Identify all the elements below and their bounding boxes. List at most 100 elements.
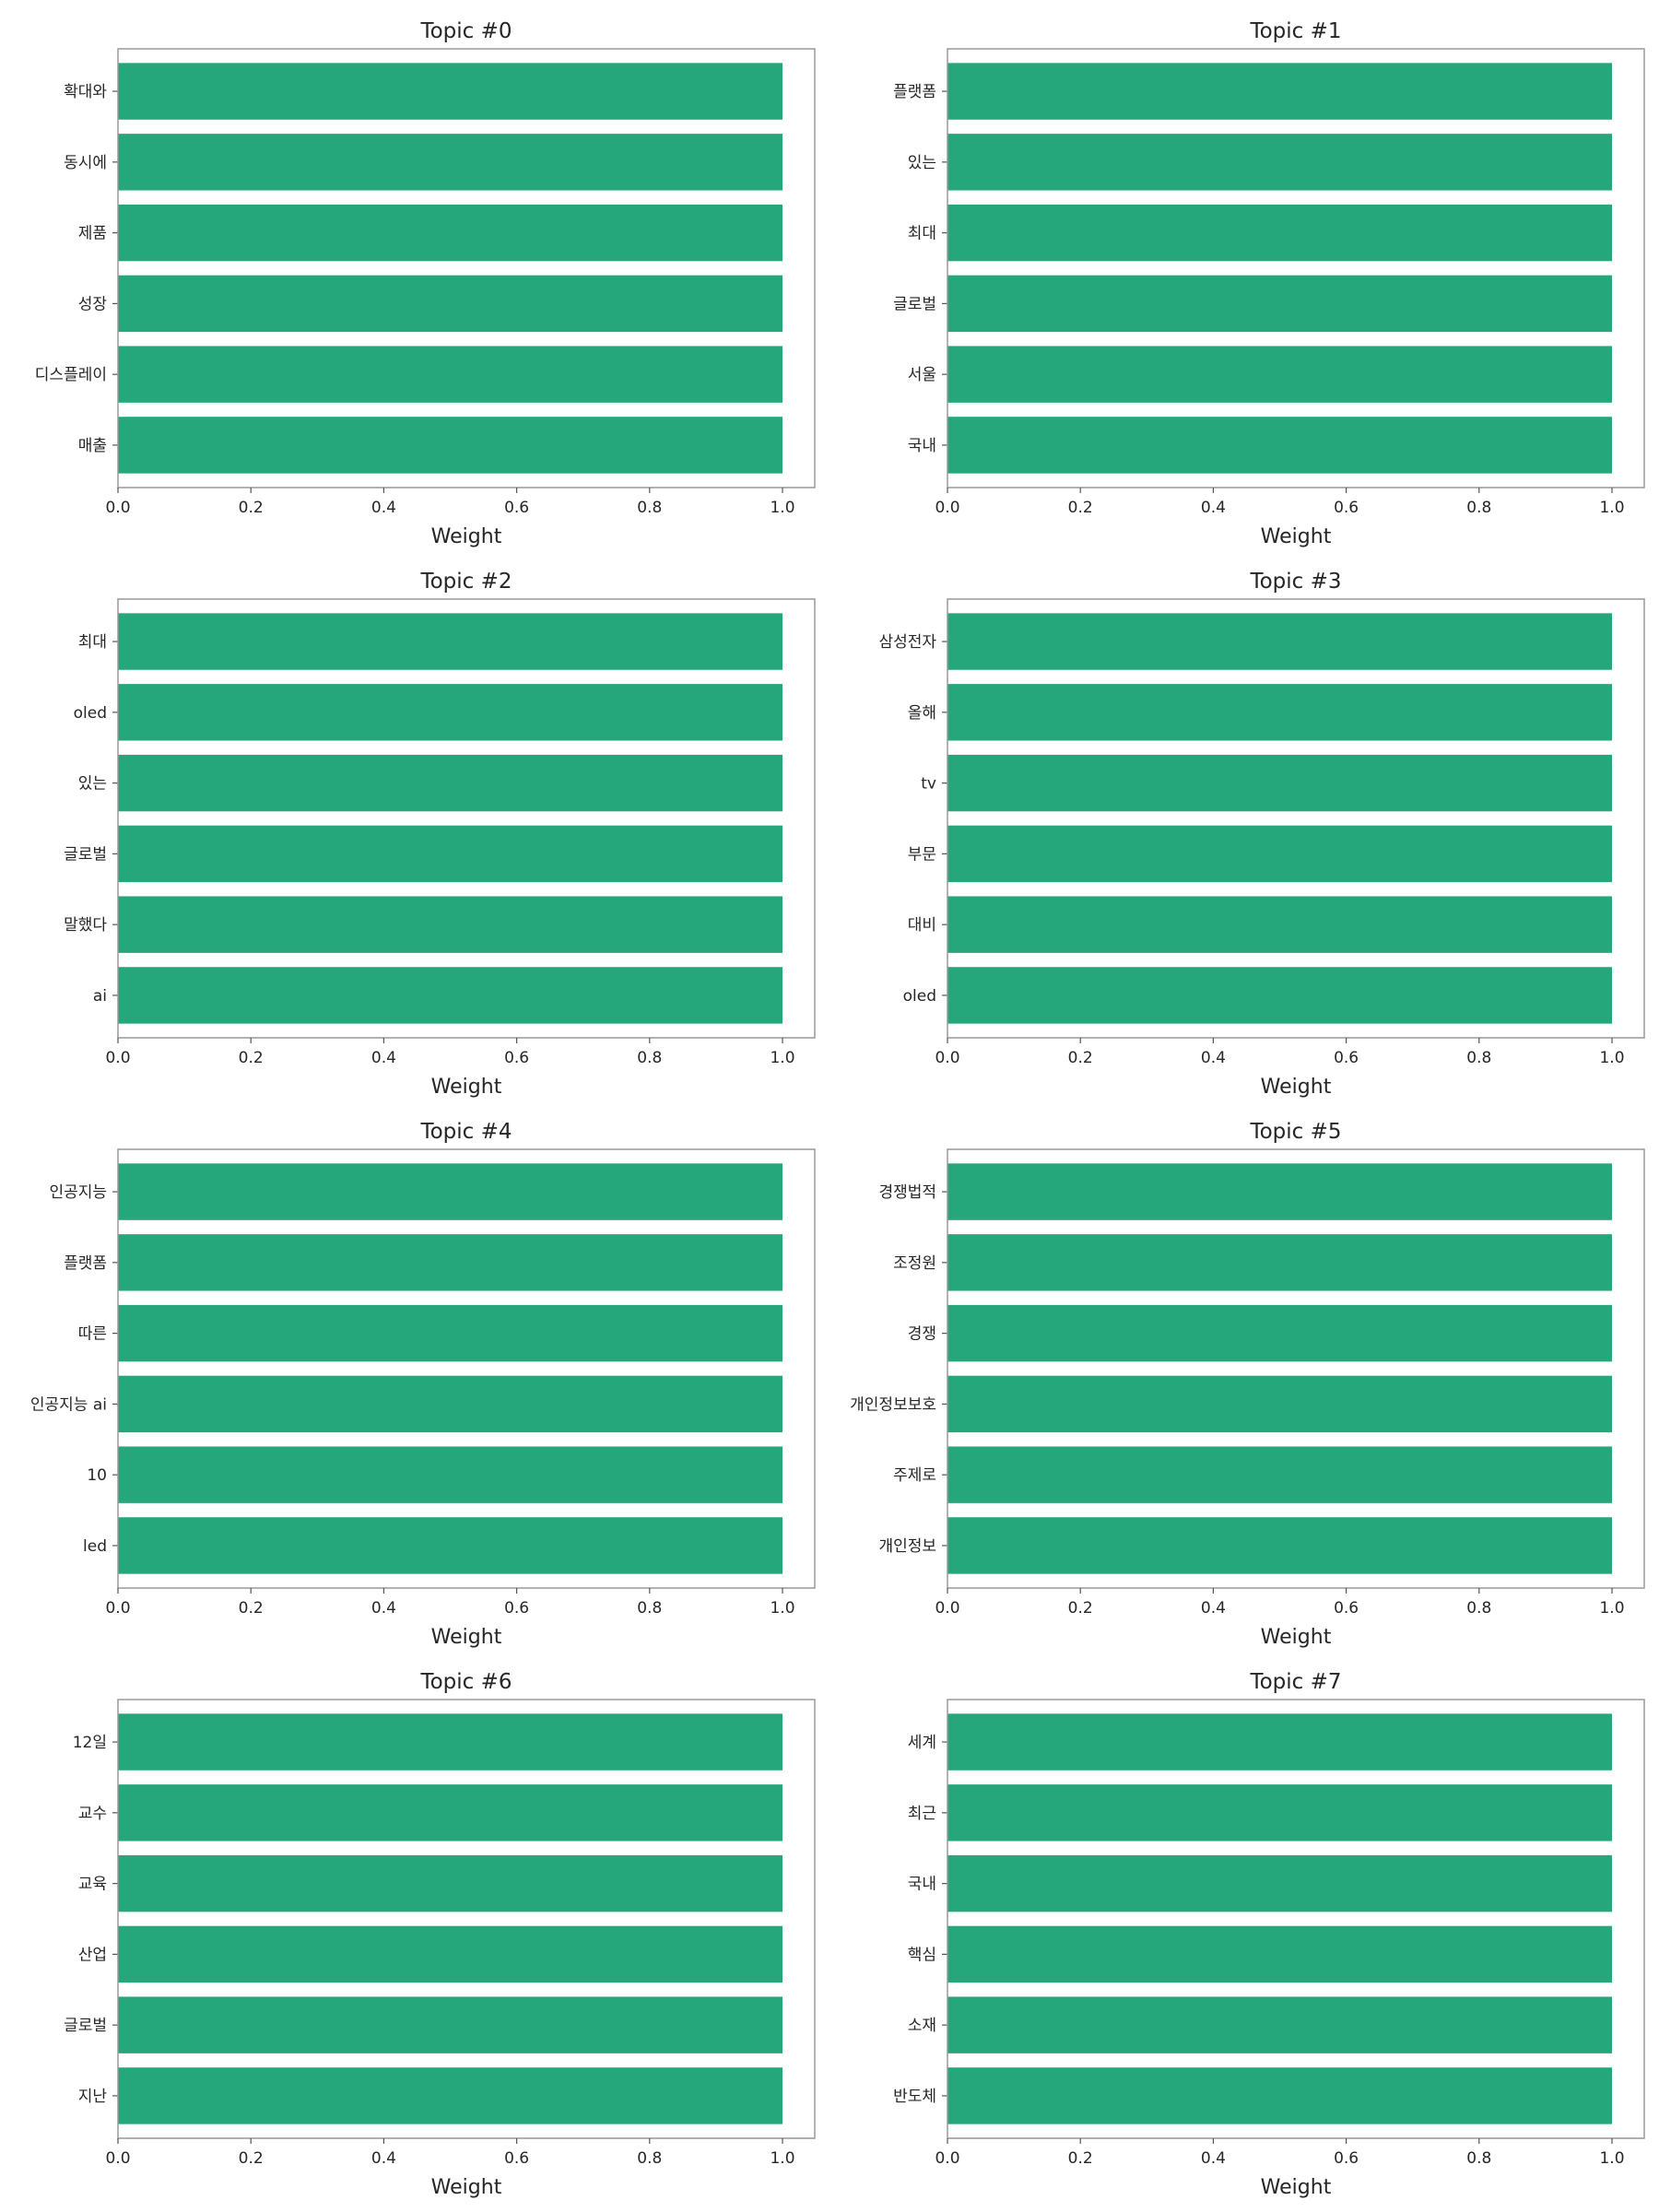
x-tick-label: 0.0 (105, 499, 130, 517)
y-tick-label: 국내 (908, 1876, 936, 1894)
chart-title: Topic #7 (1249, 1670, 1341, 1694)
y-tick-label: 최대 (908, 225, 936, 243)
x-tick-label: 0.4 (371, 1599, 396, 1618)
bar (118, 1163, 782, 1220)
chart-title: Topic #5 (1249, 1120, 1341, 1144)
x-tick-label: 0.6 (504, 1599, 529, 1618)
y-tick-label: oled (74, 704, 107, 723)
bar (118, 1375, 782, 1433)
y-tick-label: 올해 (908, 704, 936, 723)
bar (947, 754, 1612, 812)
y-tick-label: 플랫폼 (64, 1254, 107, 1273)
bar (118, 1517, 782, 1574)
y-tick-label: 디스플레이 (35, 366, 107, 384)
axes-frame (947, 1699, 1645, 2139)
y-tick-label: 매출 (78, 437, 107, 455)
bar (947, 275, 1612, 333)
x-tick-label: 1.0 (1599, 1049, 1624, 1067)
x-tick-label: 0.4 (371, 1049, 396, 1067)
axes-frame (947, 598, 1645, 1039)
y-tick-label: 글로벌 (893, 295, 936, 313)
bar (118, 134, 782, 191)
bar (947, 346, 1612, 403)
bar (947, 1234, 1612, 1291)
x-axis-label: Weight (1261, 2176, 1332, 2199)
bar (118, 1854, 782, 1912)
x-axis-label: Weight (431, 525, 502, 548)
x-tick-label: 0.4 (1201, 499, 1226, 517)
bar (947, 1304, 1612, 1362)
bar (947, 825, 1612, 883)
x-tick-label: 1.0 (770, 2149, 794, 2168)
y-tick-label: 동시에 (64, 154, 107, 172)
x-tick-label: 0.8 (1466, 1599, 1491, 1618)
y-tick-label: 있는 (908, 154, 936, 172)
axes-frame (117, 1148, 816, 1589)
bar (947, 1784, 1612, 1841)
axes-frame (117, 598, 816, 1039)
x-tick-label: 1.0 (770, 1599, 794, 1618)
y-tick-label: 따른 (78, 1325, 107, 1344)
y-tick-label: 플랫폼 (893, 83, 936, 101)
x-axis-label: Weight (431, 1626, 502, 1649)
x-tick-label: 0.2 (1068, 499, 1093, 517)
y-tick-label: 인공지능 (49, 1183, 107, 1202)
bar (118, 275, 782, 333)
x-tick-label: 0.0 (105, 1049, 130, 1067)
chart-title: Topic #1 (1249, 19, 1341, 43)
x-tick-label: 0.8 (637, 2149, 662, 2168)
bar (118, 754, 782, 812)
y-tick-label: 말했다 (64, 916, 107, 935)
bar (118, 1234, 782, 1291)
bar (118, 613, 782, 670)
bar (118, 1446, 782, 1503)
x-tick-label: 1.0 (1599, 2149, 1624, 2168)
y-tick-label: 12일 (73, 1734, 107, 1752)
x-tick-label: 0.2 (239, 499, 264, 517)
y-tick-label: 국내 (908, 437, 936, 455)
x-tick-label: 1.0 (1599, 1599, 1624, 1618)
x-tick-label: 0.6 (1334, 1599, 1359, 1618)
x-tick-label: 0.6 (504, 1049, 529, 1067)
x-tick-label: 0.0 (935, 1599, 959, 1618)
y-tick-label: 조정원 (893, 1254, 936, 1273)
bar (118, 967, 782, 1024)
x-tick-label: 0.8 (637, 1049, 662, 1067)
x-axis-label: Weight (431, 2176, 502, 2199)
y-tick-label: 제품 (78, 225, 107, 243)
x-tick-label: 0.8 (637, 1599, 662, 1618)
x-tick-label: 1.0 (770, 499, 794, 517)
y-tick-label: 주제로 (893, 1466, 936, 1485)
bar (947, 417, 1612, 474)
x-tick-label: 0.0 (105, 1599, 130, 1618)
x-tick-label: 1.0 (1599, 499, 1624, 517)
y-tick-label: 개인정보보호 (850, 1395, 936, 1414)
x-axis-label: Weight (1261, 1076, 1332, 1099)
bar (118, 1713, 782, 1771)
x-axis-label: Weight (1261, 525, 1332, 548)
y-tick-label: 서울 (908, 366, 936, 384)
y-tick-label: 경쟁 (908, 1325, 936, 1344)
x-tick-label: 0.2 (239, 1049, 264, 1067)
bar (118, 1996, 782, 2053)
x-tick-label: 0.0 (935, 1049, 959, 1067)
x-tick-label: 0.6 (504, 499, 529, 517)
x-tick-label: 0.4 (1201, 2149, 1226, 2168)
x-tick-label: 0.0 (105, 2149, 130, 2168)
bar (118, 346, 782, 403)
bar (947, 967, 1612, 1024)
y-tick-label: 글로벌 (64, 2017, 107, 2035)
bar (118, 1784, 782, 1841)
y-tick-label: 핵심 (908, 1946, 936, 1964)
bar (947, 896, 1612, 953)
bar (118, 2067, 782, 2124)
y-tick-label: 반도체 (893, 2088, 936, 2106)
y-tick-label: 글로벌 (64, 845, 107, 864)
